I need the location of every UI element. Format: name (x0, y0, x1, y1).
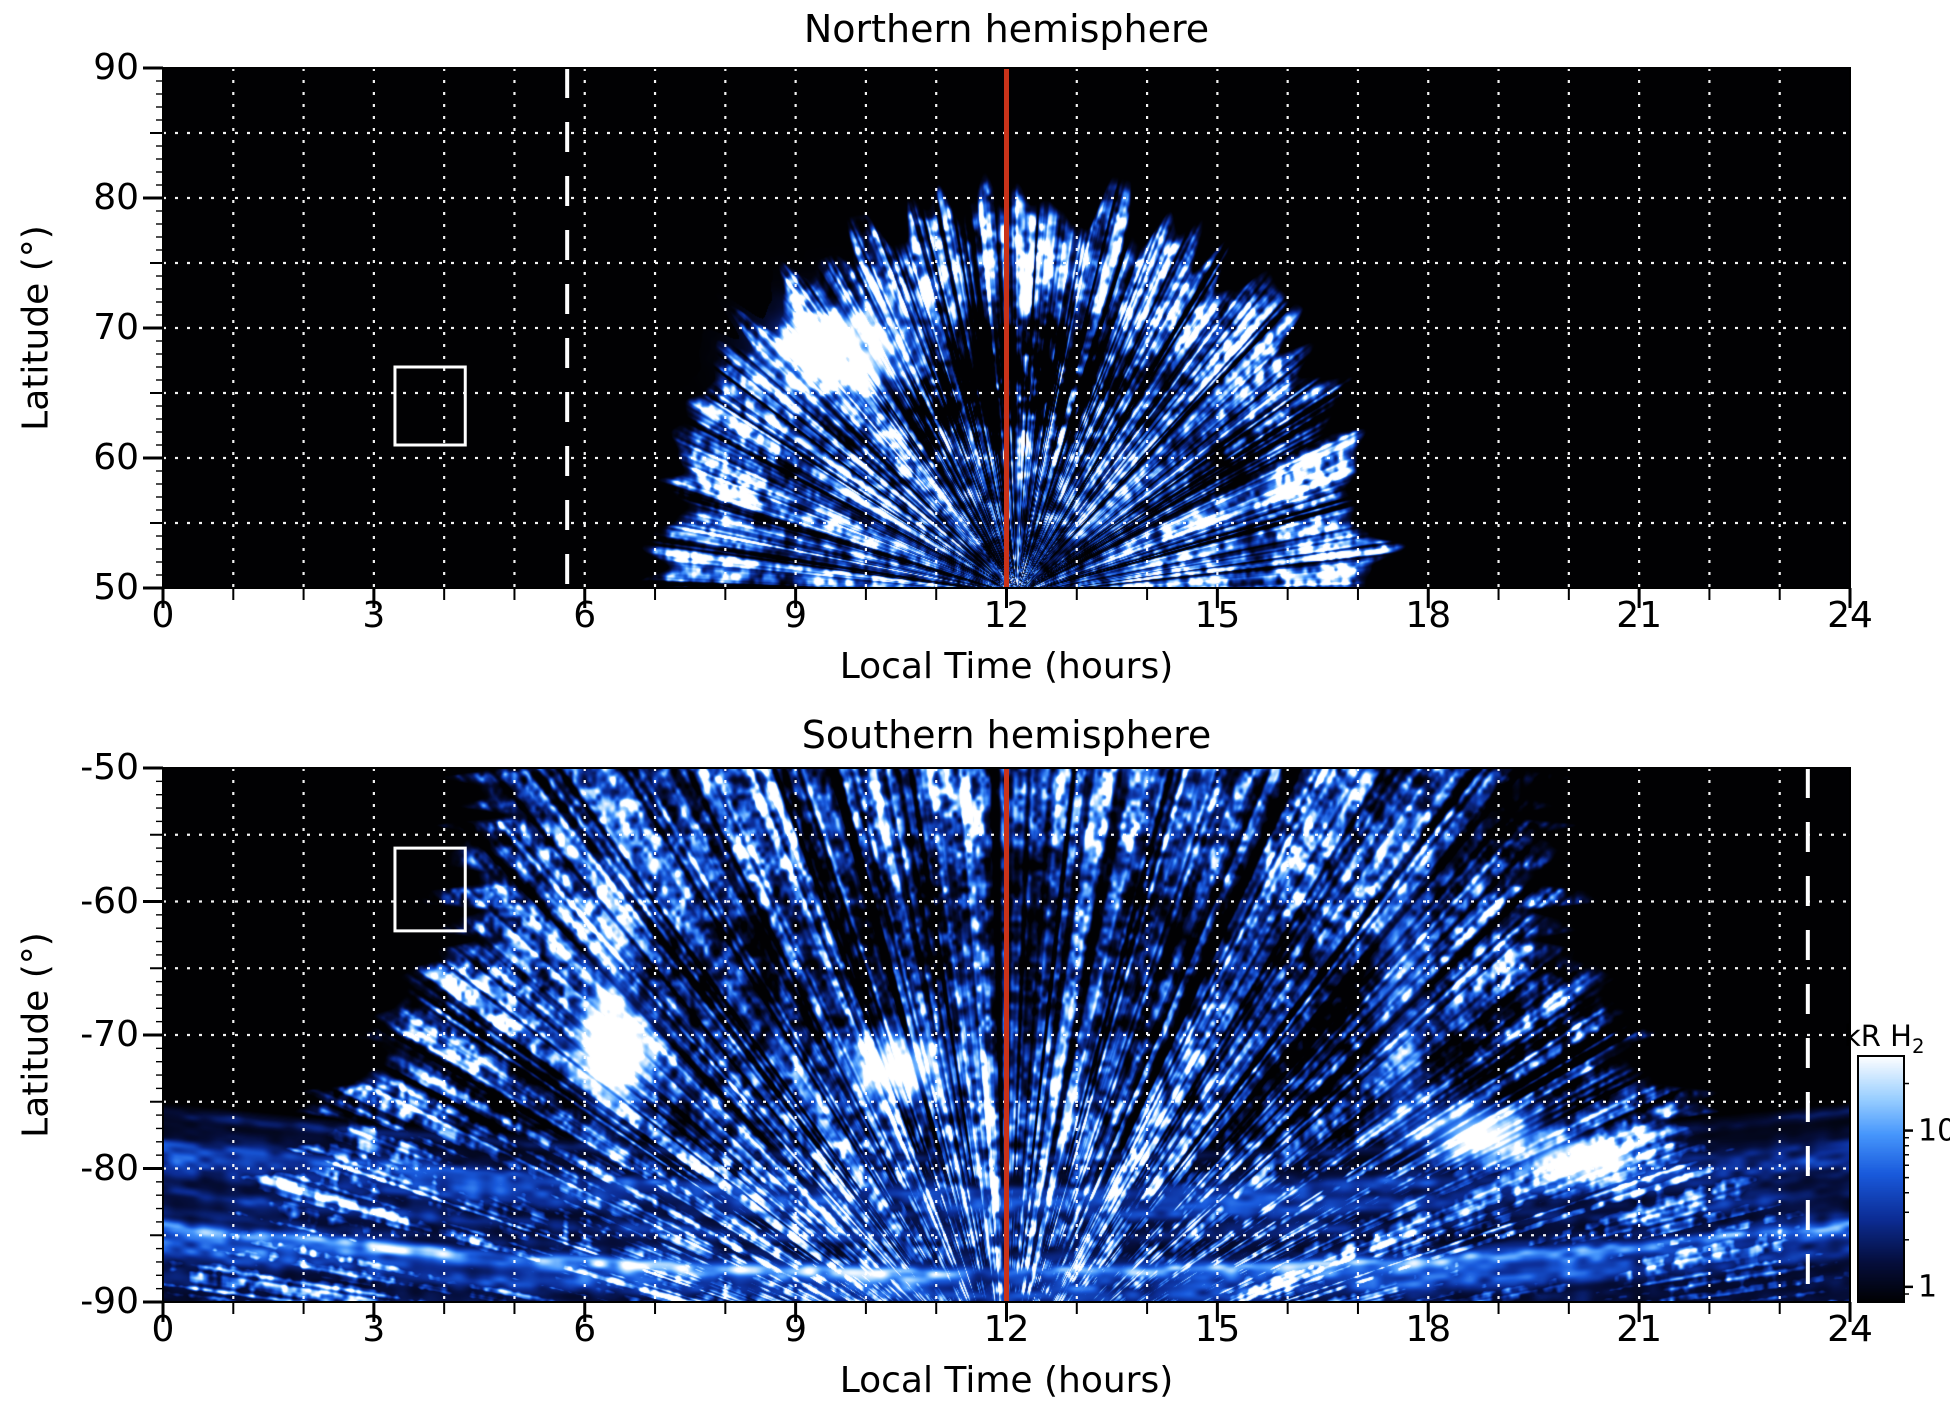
x-tick-label: 6 (573, 595, 597, 636)
colorbar-label-subscript: 2 (1911, 1034, 1925, 1058)
southern-x-axis-label: Local Time (hours) (839, 1360, 1174, 1401)
y-tick-label: -50 (80, 747, 139, 788)
y-tick-label: -60 (80, 880, 139, 922)
x-tick-label: 15 (1194, 595, 1241, 636)
y-tick-label: -90 (80, 1281, 139, 1322)
northern-x-axis-label: Local Time (hours) (839, 646, 1174, 687)
x-tick-label: 9 (784, 1309, 808, 1350)
x-tick-label: 9 (784, 595, 808, 636)
x-tick-label: 0 (151, 595, 175, 636)
northern-panel-title: Northern hemisphere (803, 7, 1210, 51)
colorbar-tick-label: 1 (1918, 1269, 1938, 1305)
x-tick-label: 12 (983, 1309, 1030, 1350)
x-tick-label: 24 (1827, 1309, 1873, 1350)
y-tick-label: 80 (93, 177, 139, 218)
colorbar-label-prefix: kR H (1844, 1019, 1912, 1053)
y-tick-label: -70 (80, 1014, 139, 1055)
x-tick-label: 3 (362, 1309, 386, 1350)
x-tick-label: 0 (151, 1309, 175, 1350)
x-tick-label: 3 (362, 595, 386, 636)
colorbar-gradient (1858, 1056, 1904, 1302)
x-tick-label: 15 (1194, 1309, 1241, 1350)
colorbar-tick-label: 10 (1918, 1113, 1950, 1149)
x-tick-label: 6 (573, 1309, 597, 1350)
x-tick-label: 18 (1405, 595, 1452, 636)
y-tick-label: 60 (93, 437, 139, 478)
x-tick-label: 12 (983, 595, 1030, 636)
southern-heatmap-canvas (163, 768, 1850, 1302)
y-tick-label: -80 (80, 1147, 139, 1189)
x-tick-label: 21 (1616, 595, 1663, 636)
northern-heatmap-canvas (163, 68, 1850, 588)
y-tick-label: 50 (93, 567, 139, 608)
x-tick-label: 24 (1827, 595, 1873, 636)
y-tick-label: 70 (93, 307, 139, 348)
x-tick-label: 21 (1616, 1309, 1663, 1350)
y-tick-label: 90 (93, 47, 139, 88)
southern-panel-title: Southern hemisphere (801, 713, 1212, 757)
x-tick-label: 18 (1405, 1309, 1452, 1350)
colorbar-label: kR H2 (1844, 1019, 1925, 1058)
